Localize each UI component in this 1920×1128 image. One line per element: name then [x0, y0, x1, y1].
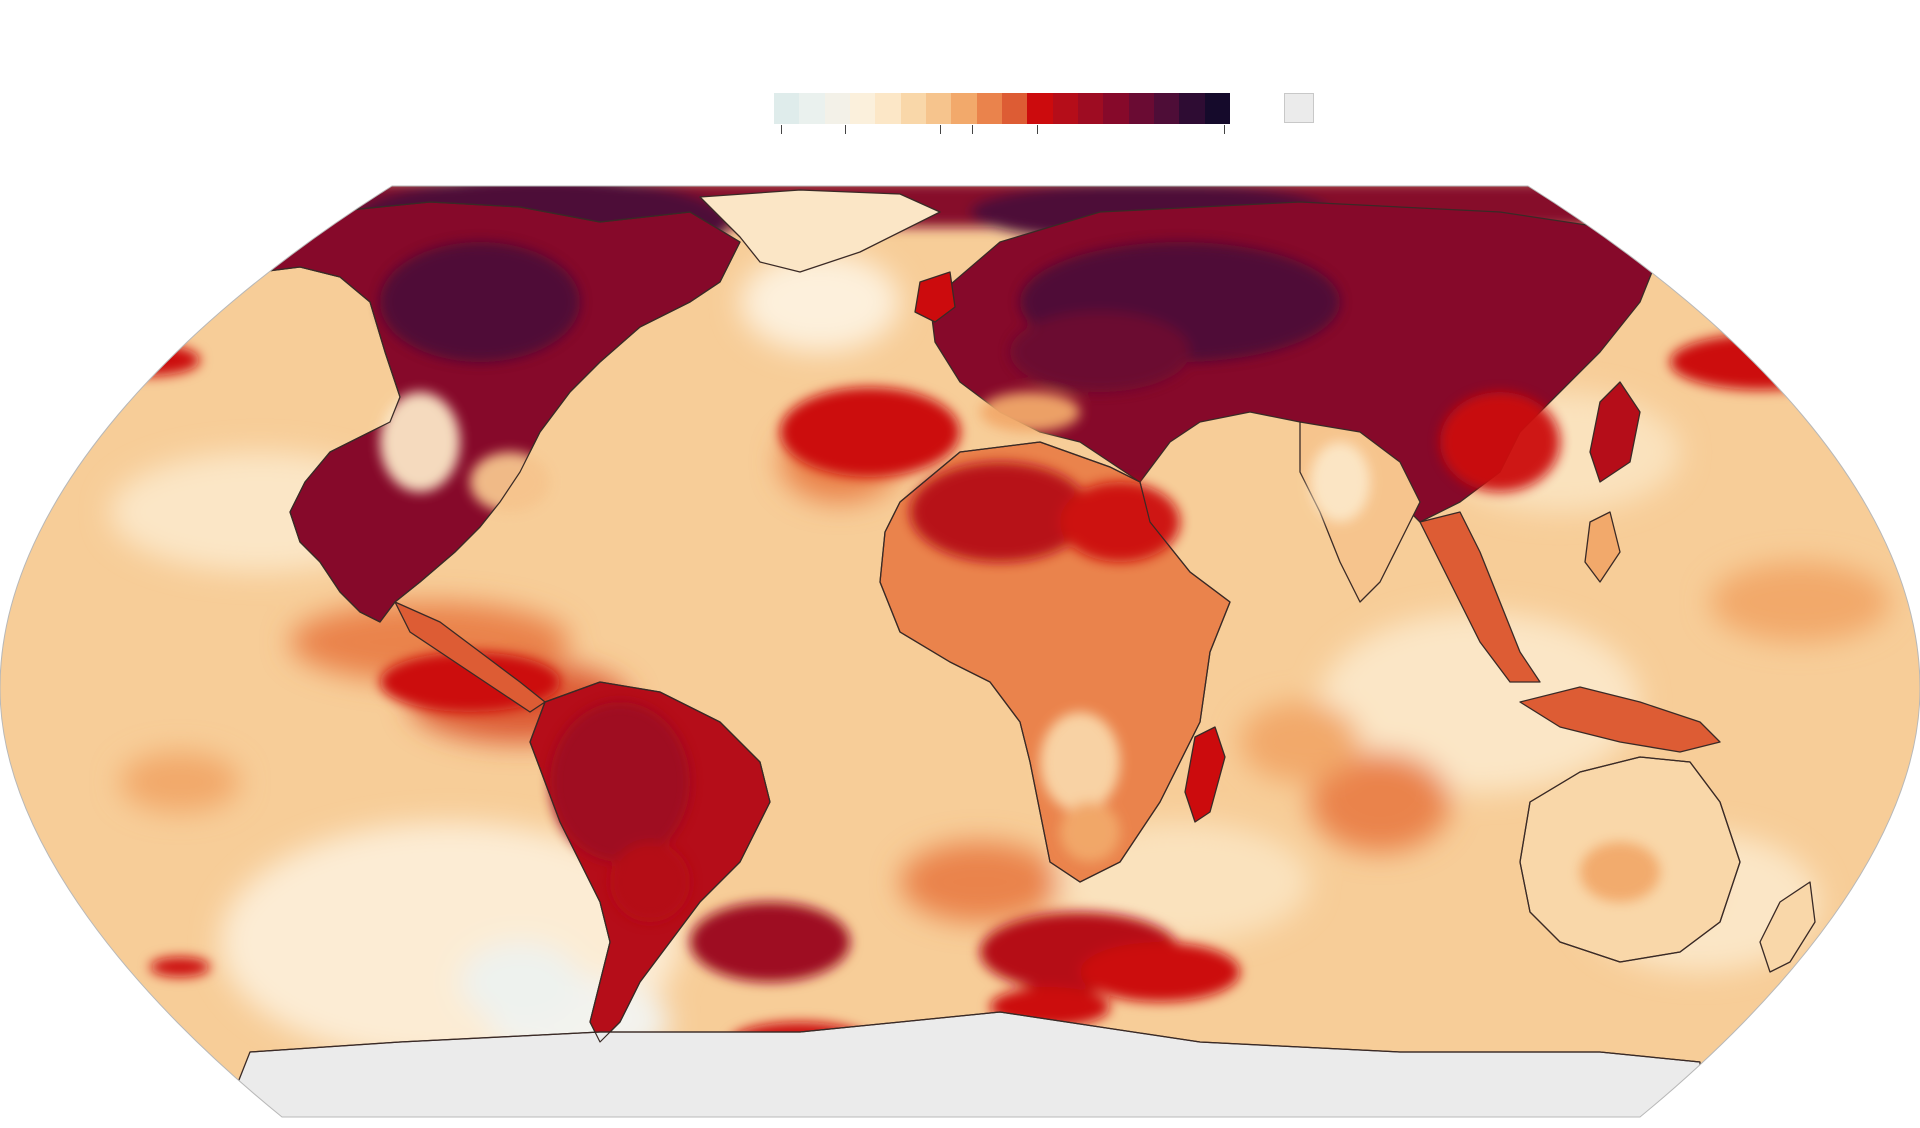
madagascar	[1184, 726, 1226, 823]
legend-tick	[845, 125, 846, 134]
legend-tick	[972, 125, 973, 134]
legend-swatch	[875, 93, 901, 124]
globe-outline	[0, 185, 1920, 1118]
philippines	[1584, 511, 1621, 583]
legend-swatch	[1153, 93, 1180, 124]
legend-tick	[1037, 125, 1038, 134]
legend-swatch	[1001, 93, 1028, 124]
legend-swatch	[824, 93, 850, 124]
land-hotspots	[380, 242, 1660, 922]
legend-swatch	[951, 93, 977, 124]
legend-swatch	[774, 93, 800, 124]
greenland	[699, 189, 941, 273]
coastline-layer	[239, 201, 1741, 1063]
legend-swatch	[799, 93, 825, 124]
southeast-asia	[1419, 511, 1541, 683]
legend-tick	[1224, 125, 1225, 134]
legend-swatch	[1077, 93, 1104, 124]
legend-swatch	[925, 93, 952, 124]
legend-no-data-swatch	[1284, 93, 1314, 123]
legend-swatch	[1204, 93, 1230, 124]
legend-swatch	[1128, 93, 1154, 124]
legend-swatch	[849, 93, 876, 124]
new-zealand	[1759, 881, 1816, 973]
legend-swatch	[1103, 93, 1129, 124]
legend-swatch	[1027, 93, 1053, 124]
central-america	[394, 601, 546, 713]
world-map	[0, 182, 1920, 1128]
legend-swatch	[900, 93, 926, 124]
legend-color-scale	[774, 93, 1230, 124]
british-isles	[914, 271, 956, 323]
legend-tick	[940, 125, 941, 134]
japan	[1589, 381, 1641, 483]
indonesia	[1519, 686, 1721, 753]
legend-swatch	[976, 93, 1002, 124]
legend-tick	[781, 125, 782, 134]
legend	[0, 0, 1920, 150]
legend-swatch	[1179, 93, 1205, 124]
legend-swatch	[1052, 93, 1078, 124]
